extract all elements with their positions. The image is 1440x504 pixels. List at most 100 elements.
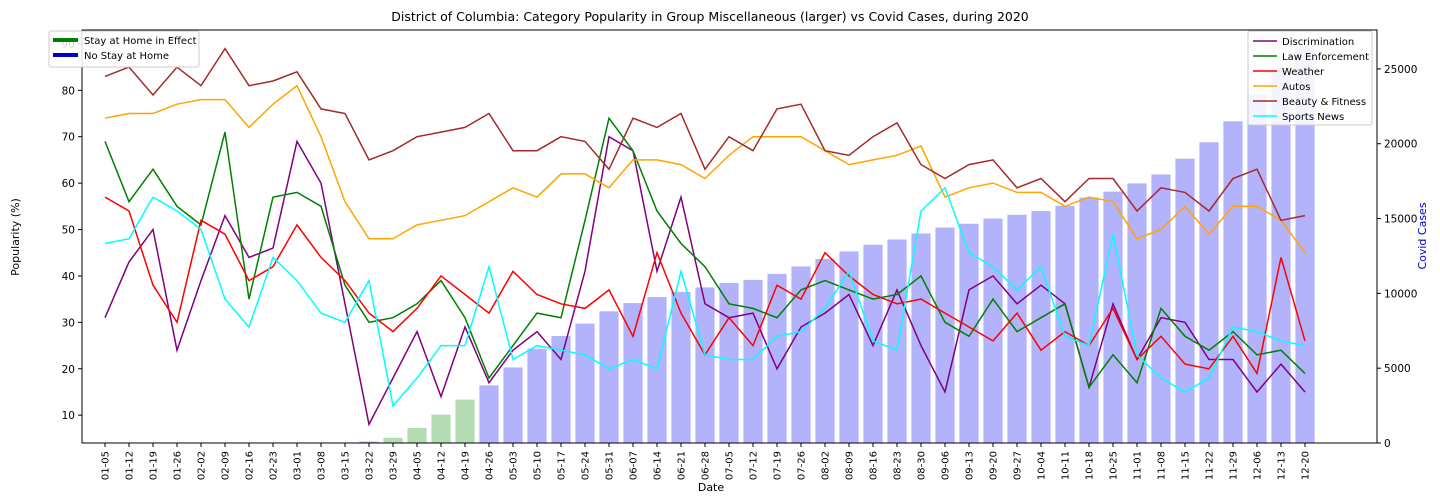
covid-bar-11-29: [1223, 121, 1243, 443]
covid-bar-03-29: [383, 437, 403, 443]
covid-bar-05-03: [503, 367, 523, 443]
x-tick-label: 01-05: [101, 451, 112, 480]
x-tick-label: 11-22: [1205, 451, 1216, 480]
covid-bar-05-10: [527, 348, 547, 443]
x-tick-label: 03-08: [317, 451, 328, 480]
x-tick-label: 10-25: [1109, 451, 1120, 480]
series-line-autos: [104, 84, 1306, 254]
covid-bar-03-22: [359, 441, 379, 443]
series-line-law-enforcement: [104, 116, 1306, 389]
x-tick-label: 07-26: [797, 451, 808, 480]
x-tick-label: 02-23: [269, 451, 280, 480]
y-axis-right: 0 5000 10000 15000 20000 25000: [1377, 64, 1417, 450]
covid-bar-09-13: [959, 223, 979, 443]
x-tick-label: 12-13: [1277, 451, 1288, 480]
series-lines: [104, 47, 1306, 427]
x-tick-label: 10-04: [1037, 451, 1048, 480]
covid-bar-05-31: [599, 311, 619, 443]
x-tick-label: 12-20: [1301, 451, 1312, 480]
legend-label: No Stay at Home: [84, 51, 169, 62]
x-tick-label: 04-19: [461, 451, 472, 480]
x-tick-label: 06-28: [701, 451, 712, 480]
series-legend: Discrimination Law Enforcement Weather Auto…: [1247, 30, 1373, 126]
chart-title: District of Columbia: Category Popularit…: [391, 9, 1029, 24]
x-tick-label: 03-15: [341, 451, 352, 480]
y-axis-label: Popularity (%): [9, 198, 22, 276]
y2-tick-label: 0: [1384, 438, 1391, 450]
x-tick-label: 05-10: [533, 451, 544, 480]
covid-bar-06-28: [695, 287, 715, 443]
y-tick-label: 40: [62, 271, 75, 283]
x-tick-label: 09-13: [965, 451, 976, 480]
y-tick-label: 10: [62, 410, 75, 422]
covid-bar-09-20: [983, 218, 1003, 443]
y2-axis-label: Covid Cases: [1416, 202, 1429, 269]
x-tick-label: 01-26: [173, 451, 184, 480]
x-tick-label: 01-19: [149, 451, 160, 480]
covid-bar-04-05: [407, 428, 427, 443]
covid-bar-04-26: [479, 385, 499, 443]
y-tick-label: 20: [62, 364, 75, 376]
covid-bar-11-01: [1127, 183, 1147, 444]
covid-bar-07-05: [719, 282, 739, 443]
y-tick-label: 50: [62, 225, 75, 237]
y-tick-label: 70: [62, 132, 75, 144]
x-tick-label: 01-12: [125, 451, 136, 480]
x-tick-label: 08-23: [893, 451, 904, 480]
background-legend-box: [48, 30, 200, 68]
x-tick-label: 07-19: [773, 451, 784, 480]
y2-tick-label: 5000: [1384, 363, 1411, 375]
legend-label: Sports News: [1282, 112, 1344, 123]
x-tick-label: 11-08: [1157, 451, 1168, 480]
covid-bar-08-02: [815, 258, 835, 443]
x-tick-label: 05-03: [509, 451, 520, 480]
x-tick-label: 07-12: [749, 451, 760, 480]
y-tick-label: 30: [62, 317, 75, 329]
x-tick-label: 04-05: [413, 451, 424, 480]
x-tick-label: 03-29: [389, 451, 400, 480]
x-tick-label: 04-12: [437, 451, 448, 480]
y2-tick-label: 15000: [1384, 214, 1417, 226]
x-tick-label: 04-26: [485, 451, 496, 480]
x-tick-label: 11-15: [1181, 451, 1192, 480]
covid-bar-08-30: [911, 233, 931, 443]
x-tick-label: 12-06: [1253, 451, 1264, 480]
x-tick-label: 10-18: [1085, 451, 1096, 480]
y2-tick-label: 25000: [1384, 64, 1417, 76]
covid-bar-08-09: [839, 251, 859, 443]
x-tick-label: 09-06: [941, 451, 952, 480]
x-tick-label: 08-16: [869, 451, 880, 480]
x-tick-label: 08-09: [845, 451, 856, 480]
y-axis-left: 102030405060708090: [62, 39, 82, 422]
x-tick-label: 02-16: [245, 451, 256, 480]
covid-bar-08-23: [887, 239, 907, 443]
covid-bar-06-07: [623, 303, 643, 443]
x-tick-label: 08-02: [821, 451, 832, 480]
series-legend-box: [1247, 30, 1373, 126]
legend-label: Autos: [1282, 82, 1310, 93]
legend-label: Stay at Home in Effect: [84, 36, 197, 47]
covid-bar-07-26: [791, 266, 811, 443]
x-tick-label: 02-09: [221, 451, 232, 480]
legend-label: Beauty & Fitness: [1282, 97, 1366, 108]
covid-bar-10-04: [1031, 211, 1051, 443]
covid-bar-06-14: [647, 297, 667, 443]
x-tick-label: 10-11: [1061, 451, 1072, 480]
covid-bars: [335, 46, 1315, 444]
covid-bar-12-06: [1247, 94, 1267, 443]
x-tick-label: 09-20: [989, 451, 1000, 480]
covid-bar-10-25: [1103, 191, 1123, 443]
series-line-discrimination: [104, 135, 1306, 427]
x-tick-label: 11-01: [1133, 451, 1144, 480]
covid-bar-09-27: [1007, 214, 1027, 443]
covid-bar-09-06: [935, 227, 955, 443]
covid-bar-10-11: [1055, 205, 1075, 443]
x-tick-label: 06-14: [653, 451, 664, 480]
y2-tick-label: 10000: [1384, 288, 1417, 300]
covid-bar-04-19: [455, 399, 475, 443]
covid-bar-10-18: [1079, 197, 1099, 443]
y2-tick-label: 20000: [1384, 139, 1417, 151]
x-tick-label: 09-27: [1013, 451, 1024, 480]
x-tick-label: 03-01: [293, 451, 304, 480]
